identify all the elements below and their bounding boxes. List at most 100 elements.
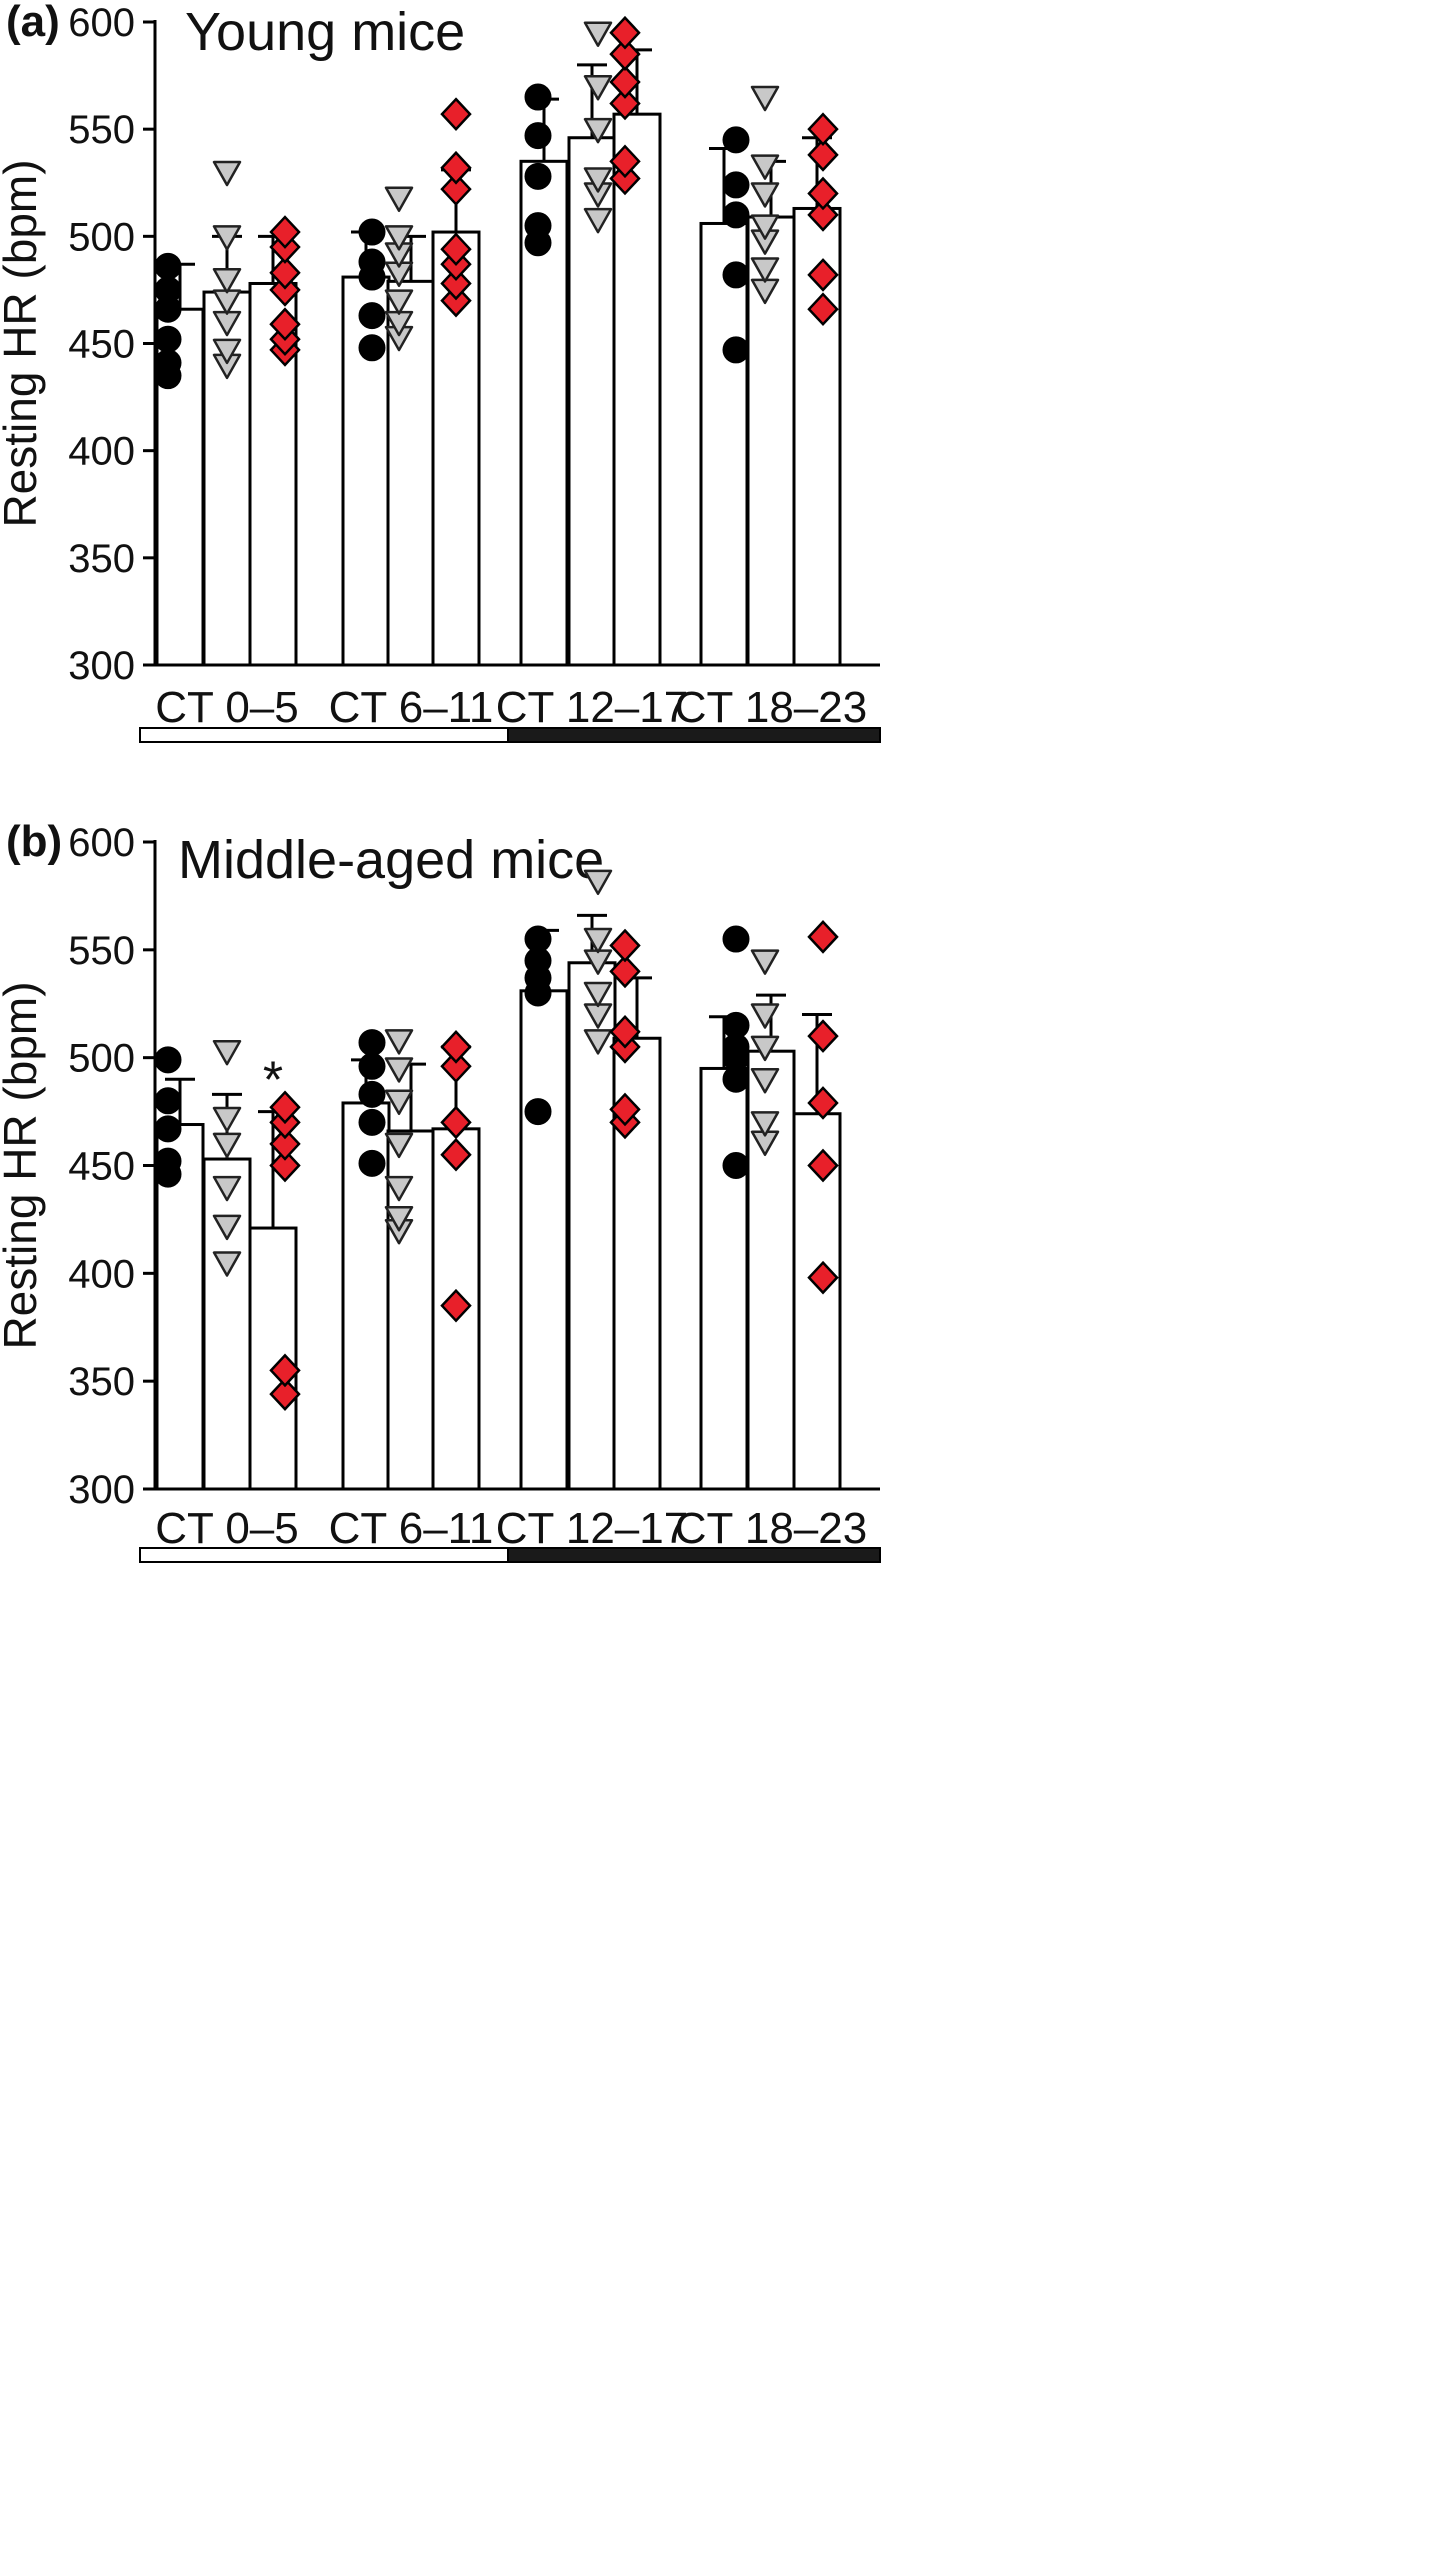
y-tick-label: 350 (68, 537, 135, 581)
data-point (524, 212, 552, 240)
data-point (609, 15, 641, 50)
data-point (807, 1086, 839, 1120)
data-point (750, 257, 780, 283)
bar (612, 112, 662, 667)
data-point (722, 1011, 750, 1039)
data-point (807, 920, 839, 954)
data-point (807, 1148, 839, 1183)
bar (567, 136, 617, 667)
y-tick-label: 500 (68, 215, 135, 259)
data-point (750, 949, 780, 975)
data-point (269, 1377, 301, 1411)
data-point (154, 1087, 182, 1115)
data-point (212, 1039, 242, 1066)
significance-star: * (263, 1052, 283, 1110)
data-point (583, 75, 613, 101)
y-tick-label: 600 (68, 821, 135, 865)
data-point (212, 160, 242, 187)
data-point (358, 1149, 386, 1177)
data-point (609, 86, 641, 121)
data-point (358, 334, 386, 362)
panel-title: Young mice (185, 2, 465, 62)
category-label: CT 0–5 (155, 1504, 299, 1553)
data-point (212, 1251, 242, 1277)
bar (431, 230, 481, 667)
category-label: CT 0–5 (155, 683, 299, 732)
data-point (440, 232, 472, 267)
data-point (807, 176, 839, 211)
dark-phase-bar (507, 1547, 881, 1563)
data-point (750, 154, 780, 180)
data-point (583, 21, 613, 47)
bar (519, 989, 569, 1491)
data-point (807, 1260, 839, 1295)
category-label: CT 12–17 (496, 683, 688, 732)
data-point (358, 1029, 386, 1057)
data-point (722, 336, 750, 364)
data-point (384, 1206, 414, 1232)
data-point (609, 1014, 641, 1049)
data-point (358, 1108, 386, 1136)
data-point (440, 172, 472, 207)
data-point (583, 167, 613, 193)
category-label: CT 6–11 (329, 1504, 494, 1553)
chart-panel-a: (a) Young mice Resting HR (bpm) 300 350 400 45… (0, 0, 881, 743)
data-point (609, 954, 641, 989)
data-point (722, 126, 750, 154)
data-point (384, 1057, 414, 1083)
y-tick-label: 450 (68, 1145, 135, 1189)
data-point (750, 1035, 780, 1062)
chart-panel-b: (b) Middle-aged mice Resting HR (bpm) 300 35… (0, 817, 881, 1563)
y-tick-label: 450 (68, 323, 135, 367)
data-point (212, 225, 242, 251)
category-label: CT 18–23 (675, 1504, 867, 1553)
y-tick-label: 550 (68, 108, 135, 152)
data-point (154, 325, 182, 353)
data-point (750, 1067, 780, 1094)
bar (699, 1066, 749, 1491)
category-label: CT 12–17 (496, 1504, 688, 1553)
data-point (212, 1106, 242, 1133)
y-axis-title: Resting HR (bpm) (0, 981, 46, 1349)
data-point (440, 283, 472, 318)
data-point (384, 1029, 414, 1055)
data-point (154, 1147, 182, 1175)
data-point (212, 1175, 242, 1202)
y-tick-label: 400 (68, 1252, 135, 1296)
data-point (384, 186, 414, 213)
dark-phase-bar (507, 727, 881, 743)
data-point (269, 1353, 301, 1388)
bar (567, 961, 617, 1491)
data-point (384, 289, 414, 315)
data-point (358, 1052, 386, 1080)
data-point (384, 1175, 414, 1202)
data-point (524, 83, 552, 111)
data-point (212, 1132, 242, 1159)
data-point (269, 273, 301, 307)
data-point (384, 1089, 414, 1116)
data-point (583, 207, 613, 234)
data-point (750, 182, 780, 208)
data-point (524, 1098, 552, 1126)
panel-title: Middle-aged mice (178, 830, 604, 890)
data-point (609, 65, 641, 99)
data-point (524, 162, 552, 190)
y-axis-title: Resting HR (bpm) (0, 159, 46, 527)
data-point (722, 201, 750, 229)
panel-label: (a) (6, 0, 60, 46)
data-point (154, 1046, 182, 1074)
data-point (212, 338, 242, 365)
data-point (358, 1080, 386, 1108)
data-point (154, 252, 182, 280)
data-point (212, 267, 242, 294)
data-point (269, 307, 301, 342)
y-tick-label: 600 (68, 1, 135, 45)
data-point (722, 171, 750, 199)
data-point (583, 869, 613, 896)
data-point (583, 927, 613, 954)
bar (341, 275, 391, 667)
light-phase-bar (139, 1547, 509, 1563)
data-point (440, 97, 472, 131)
data-point (722, 925, 750, 953)
